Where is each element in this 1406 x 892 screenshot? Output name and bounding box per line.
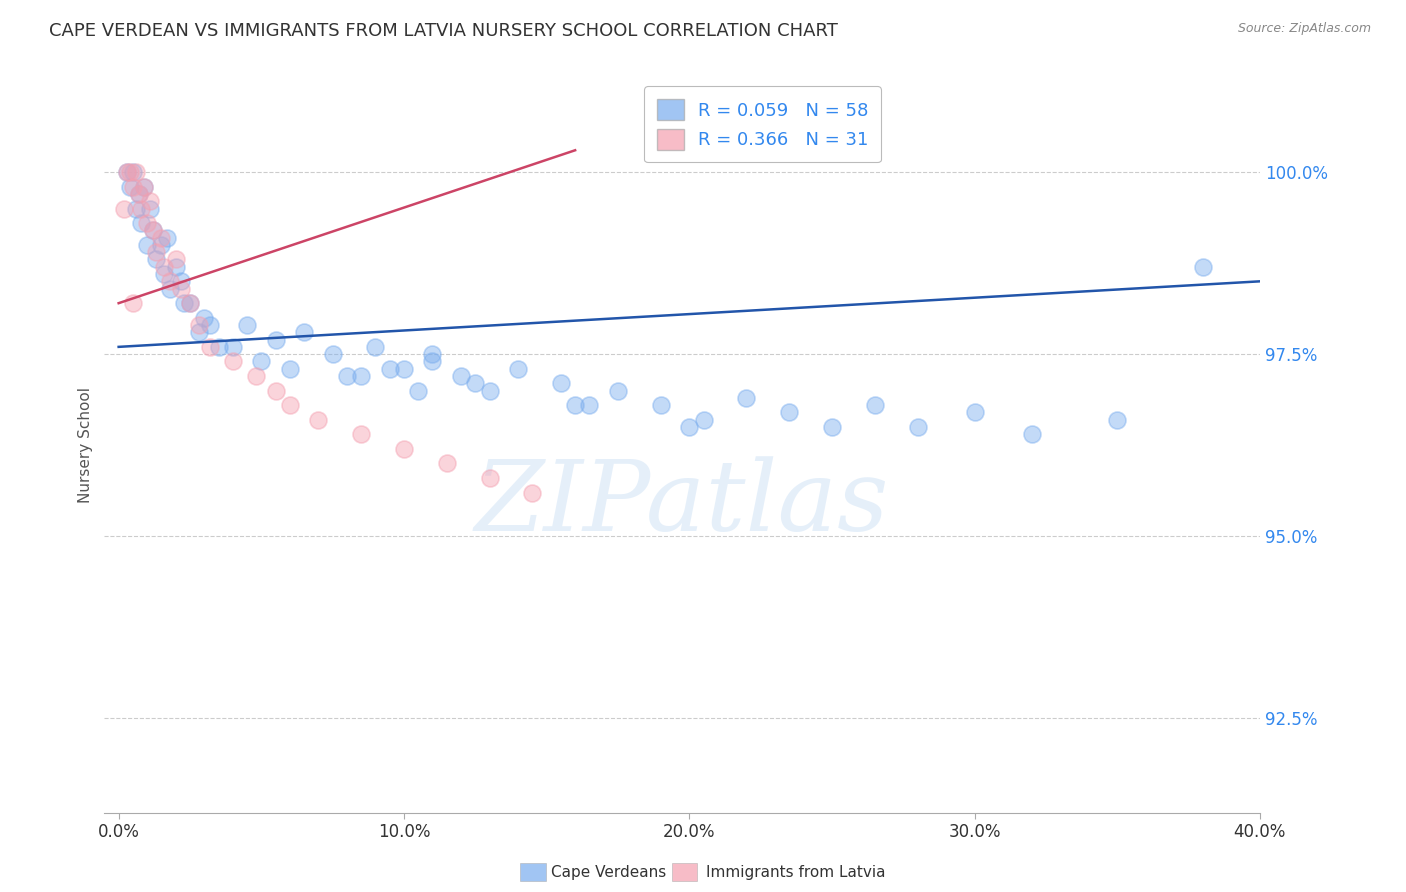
Point [478,384,501,398]
Point [198,340,221,354]
Point [606,384,628,398]
Point [364,340,387,354]
Point [650,398,672,412]
Legend: R = 0.059   N = 58, R = 0.366   N = 31: R = 0.059 N = 58, R = 0.366 N = 31 [644,87,882,162]
Point [134,179,156,194]
Point [142,223,165,237]
Point [153,267,176,281]
Point [165,260,187,274]
Point [963,405,986,419]
Point [1021,427,1043,442]
Point [120,165,142,179]
Point [422,354,444,368]
Point [307,412,329,426]
Point [165,252,187,267]
Point [778,405,800,419]
Point [131,216,153,230]
Point [250,354,273,368]
Point [450,369,472,384]
Point [907,420,929,434]
Point [278,361,301,376]
Point [136,238,159,252]
Point [134,179,156,194]
Point [392,442,415,456]
Point [139,194,162,209]
Y-axis label: Nursery School: Nursery School [79,387,93,503]
Point [392,361,415,376]
Point [131,202,153,216]
Point [245,369,267,384]
Point [336,369,359,384]
Point [735,391,758,405]
Point [112,202,135,216]
Point [170,282,193,296]
Point [173,296,195,310]
Point [187,318,209,332]
Point [125,165,148,179]
Point [692,412,714,426]
Point [1107,412,1129,426]
Point [564,398,586,412]
Point [159,282,181,296]
Point [115,165,138,179]
Point [122,179,145,194]
Point [863,398,886,412]
Point [350,369,373,384]
Point [153,260,176,274]
Point [222,340,245,354]
Point [506,361,529,376]
Point [198,318,221,332]
Point [156,230,179,244]
Point [159,274,181,288]
Point [264,333,287,347]
Point [142,223,165,237]
Point [115,165,138,179]
Point [478,471,501,485]
Text: Immigrants from Latvia: Immigrants from Latvia [706,865,886,880]
Point [145,252,167,267]
Point [179,296,201,310]
Point [1191,260,1213,274]
Point [122,165,145,179]
Point [550,376,572,391]
Point [222,354,245,368]
Point [422,347,444,361]
Point [350,427,373,442]
Point [236,318,259,332]
Point [678,420,700,434]
Text: ZIPatlas: ZIPatlas [475,457,890,551]
Point [128,186,150,201]
Point [264,384,287,398]
Point [120,179,142,194]
Point [207,340,229,354]
Point [128,186,150,201]
Point [145,245,167,260]
Point [150,230,173,244]
Point [378,361,401,376]
Point [139,202,162,216]
Point [522,485,544,500]
Point [436,456,458,470]
Point [464,376,486,391]
Point [578,398,600,412]
Point [122,296,145,310]
Point [150,238,173,252]
Point [136,216,159,230]
Point [170,274,193,288]
Text: Cape Verdeans: Cape Verdeans [551,865,666,880]
Point [322,347,344,361]
Point [125,202,148,216]
Point [292,326,315,340]
Point [821,420,844,434]
Point [278,398,301,412]
Point [179,296,201,310]
Point [193,310,215,325]
Point [187,326,209,340]
Point [406,384,429,398]
Text: Source: ZipAtlas.com: Source: ZipAtlas.com [1237,22,1371,36]
Text: CAPE VERDEAN VS IMMIGRANTS FROM LATVIA NURSERY SCHOOL CORRELATION CHART: CAPE VERDEAN VS IMMIGRANTS FROM LATVIA N… [49,22,838,40]
